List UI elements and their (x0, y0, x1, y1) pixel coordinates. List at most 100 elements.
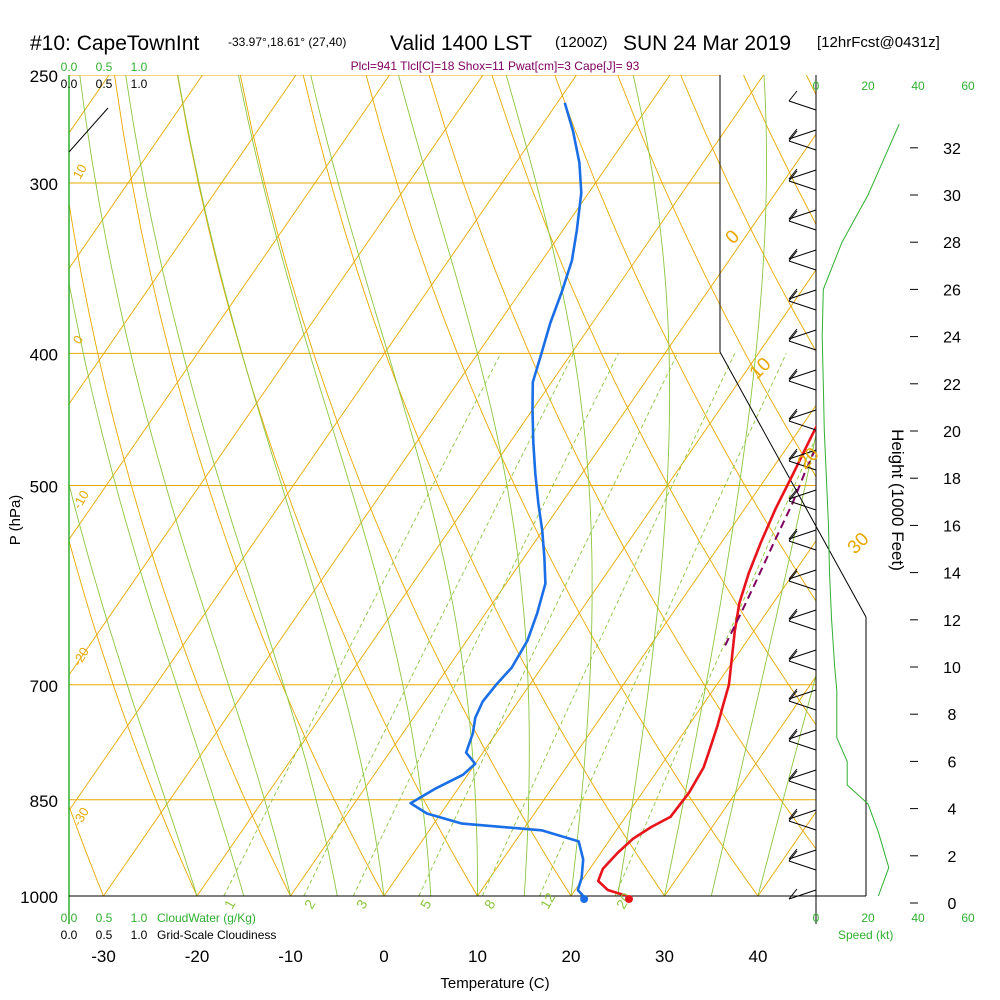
diagonal-frame (719, 351, 867, 618)
isotherm-line (196, 75, 764, 896)
cloudwater-label: CloudWater (g/Kg) (157, 911, 256, 925)
speed-tick-top: 20 (861, 79, 875, 93)
dry-adiabat (69, 200, 291, 896)
wind-barb (788, 808, 817, 820)
wind-barb-flag (788, 208, 798, 220)
chart-title-utc: (1200Z) (555, 34, 608, 51)
moist-adiabat (664, 75, 767, 896)
chart-title-date: SUN 24 Mar 2019 (623, 32, 791, 55)
wind-barb (788, 330, 817, 351)
series-temperature (596, 424, 816, 896)
wind-barb-staff (788, 489, 817, 500)
wind-barb-staff (788, 380, 817, 391)
moist-adiabat (125, 75, 338, 896)
wind-barb-staff (788, 609, 817, 620)
wind-barb-flag (788, 810, 798, 822)
wind-barb-flag (788, 570, 798, 582)
wind-barb (788, 250, 817, 271)
wind-barb-flag (788, 210, 798, 222)
wind-barb-flag (788, 808, 798, 820)
series-dewpoint (409, 102, 585, 896)
wind-barb-staff (788, 849, 817, 860)
pressure-tick-label: 850 (30, 792, 58, 811)
dry-adiabat (69, 539, 198, 896)
mixing-ratio-line (352, 353, 619, 896)
speed-tick-top: 60 (961, 79, 975, 93)
wind-barb-staff (788, 129, 817, 140)
wind-barb-flag (788, 850, 798, 862)
wind-barb-staff (788, 729, 817, 740)
moist-adiabat (310, 75, 478, 896)
wind-barb-flag (788, 770, 798, 782)
x-axis-label: Temperature (C) (440, 975, 549, 992)
moist-adiabat (177, 75, 385, 896)
wind-barb-flag (788, 888, 798, 900)
isotherm-line (0, 75, 15, 896)
isotherm-line (69, 75, 577, 812)
cloudiness-tick-top: 0.0 (61, 77, 78, 91)
wind-barb (788, 488, 817, 500)
isotherm-label: 30 (844, 529, 874, 559)
wind-barb-flag (788, 530, 798, 542)
mixing-ratio-label: 5 (417, 897, 435, 912)
wind-barb (788, 850, 817, 871)
cloudwater-tick-bottom: 0.0 (61, 911, 78, 925)
dry-adiabat (114, 75, 385, 896)
wind-barb-flag (788, 128, 798, 140)
wind-barb-staff (788, 289, 817, 300)
speed-tick-top: 40 (911, 79, 925, 93)
dry-adiabat (69, 804, 104, 896)
wind-barb-staff (788, 140, 817, 151)
cloudwater-tick-top: 1.0 (131, 60, 148, 74)
dry-adiabat (302, 75, 665, 896)
wind-barb-flag (788, 130, 798, 142)
isotherm-line (69, 75, 390, 541)
wind-barb (788, 690, 817, 711)
temperature-tick-label: -30 (91, 947, 116, 966)
wind-barb-staff (788, 220, 817, 231)
wind-barb (788, 608, 817, 620)
wind-barb-staff (788, 420, 817, 431)
isotherm-line (69, 75, 203, 270)
wind-barb (788, 810, 817, 831)
pressure-tick-label: 400 (30, 345, 58, 364)
height-tick-label: 26 (943, 282, 961, 299)
wind-barb-flag (788, 330, 798, 342)
wind-barb-staff (788, 500, 817, 511)
speed-tick-top: 0 (813, 79, 820, 93)
height-tick-label: 12 (943, 613, 961, 630)
wind-barb-flag (788, 448, 798, 460)
wind-barb (788, 210, 817, 231)
wind-barb-staff (788, 529, 817, 540)
wind-barb (788, 688, 817, 700)
wind-barb-staff (788, 860, 817, 871)
temperature-tick-label: 10 (468, 947, 487, 966)
wind-barb-flag (788, 528, 798, 540)
mixing-ratio-label: 3 (353, 897, 371, 912)
wind-barb-staff (788, 769, 817, 780)
wind-barb (788, 490, 817, 511)
chart-title-station: #10: CapeTownInt (30, 32, 199, 55)
isotherm-label: -20 (70, 645, 92, 669)
wind-barb-flag (788, 608, 798, 620)
dry-adiabat (554, 75, 816, 602)
mixing-ratio-line (539, 353, 787, 896)
pressure-tick-label: 500 (30, 478, 58, 497)
cloudiness-tick-top: 1.0 (131, 77, 148, 91)
pressure-tick-label: 250 (30, 67, 58, 86)
wind-barb (788, 570, 817, 591)
temperature-tick-label: -20 (185, 947, 210, 966)
wind-barb (788, 610, 817, 631)
wind-barb-flag (788, 730, 798, 742)
dry-adiabat (617, 75, 816, 478)
wind-barb (788, 528, 817, 540)
wind-barb-staff (788, 180, 817, 191)
height-tick-label: 10 (943, 660, 961, 677)
wind-barb-flag (788, 368, 798, 380)
temperature-tick-label: 0 (379, 947, 388, 966)
isotherm-line (103, 75, 671, 896)
wind-barb-staff (788, 820, 817, 831)
moist-adiabat (710, 432, 816, 896)
